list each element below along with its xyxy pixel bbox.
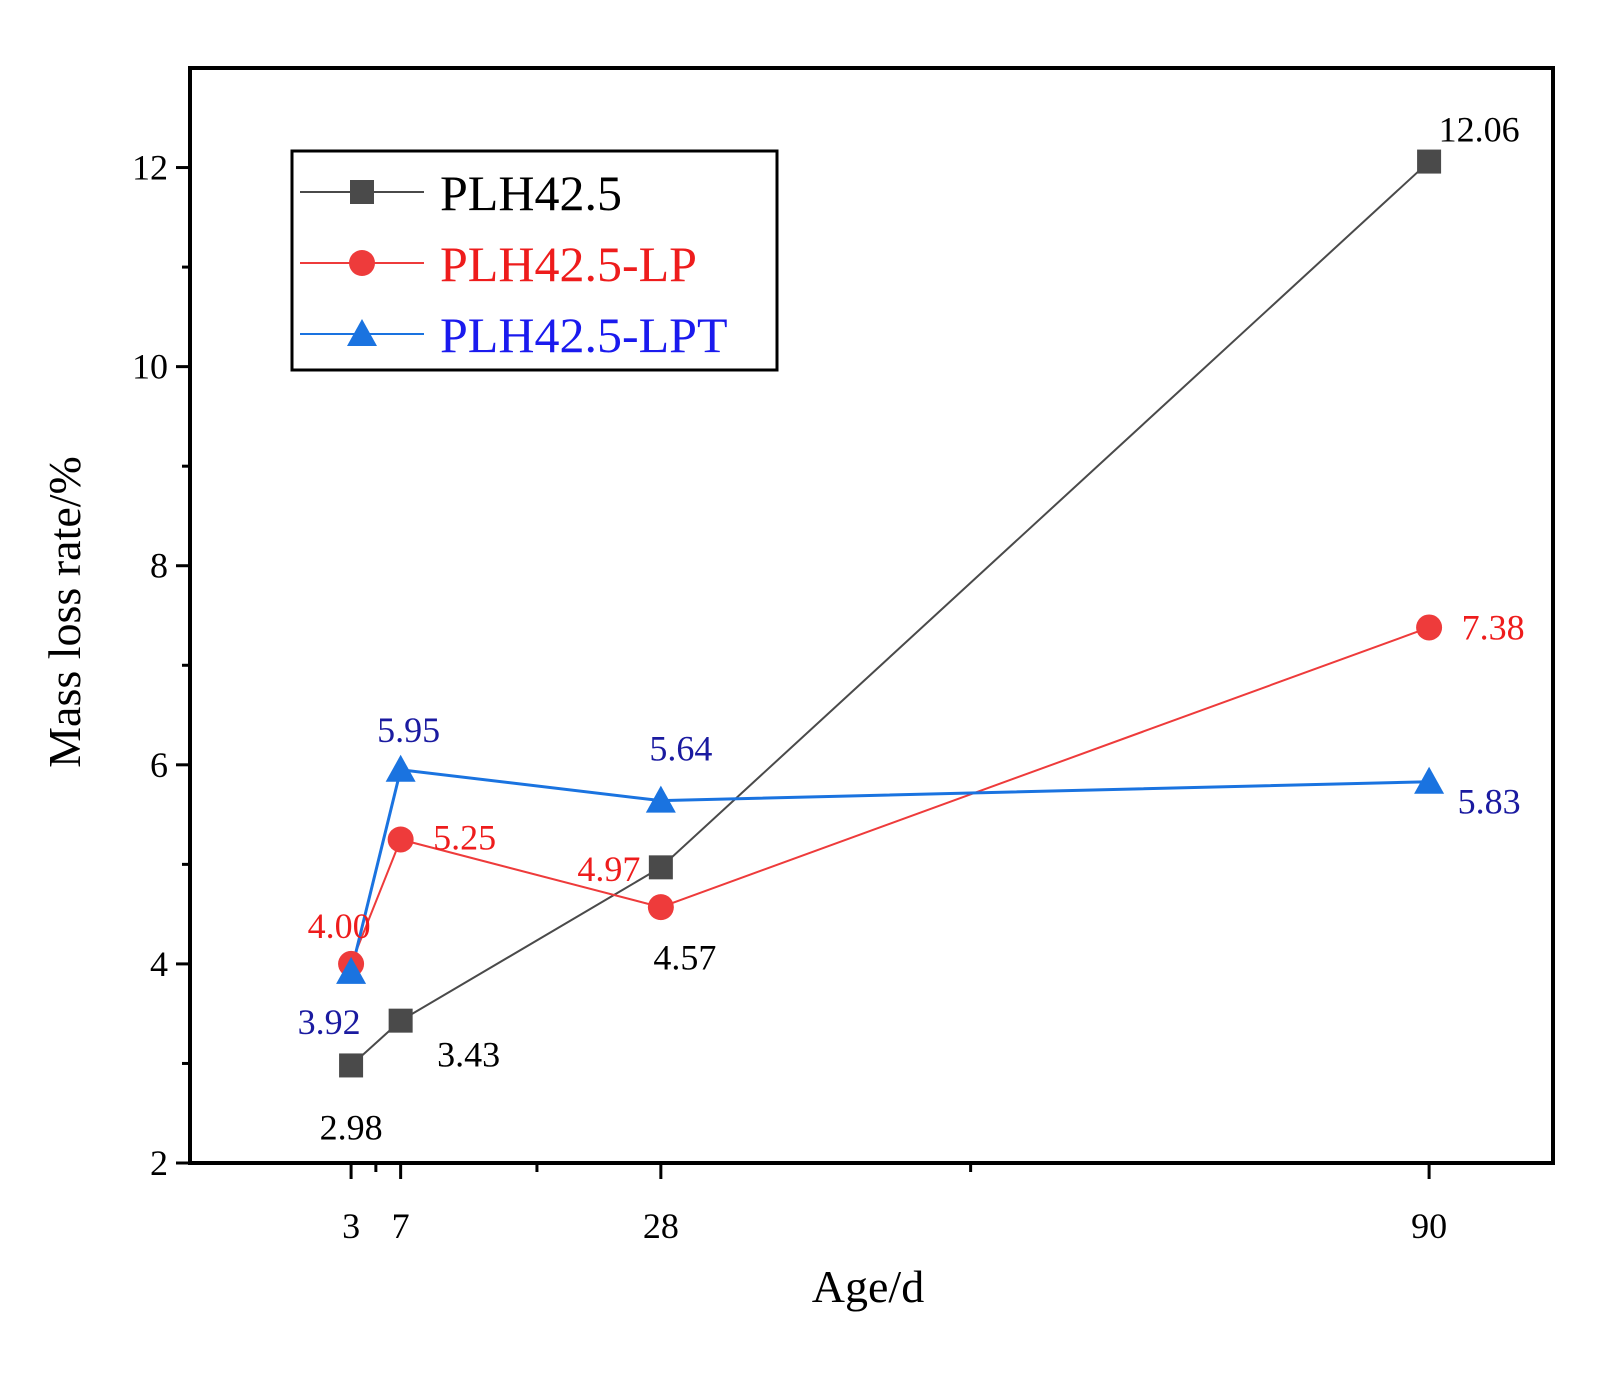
legend-marker-0 (350, 180, 374, 204)
data-label: 2.98 (320, 1107, 383, 1147)
data-point-2-0 (336, 956, 367, 984)
data-label: 5.95 (377, 710, 440, 750)
series-line-2 (349, 768, 1430, 973)
legend-label-2: PLH42.5-LPT (440, 307, 728, 363)
x-tick-label: 28 (643, 1206, 679, 1246)
data-point-2-1 (385, 754, 416, 782)
data-point-1-2 (647, 894, 674, 921)
data-label: 4.00 (308, 906, 371, 946)
data-label: 5.83 (1458, 782, 1521, 822)
series-line-0 (350, 160, 1430, 1067)
plot-frame (188, 66, 1555, 1165)
legend-marker-2 (347, 319, 377, 346)
legend-label-0: PLH42.5 (440, 165, 622, 221)
y-axis-title: Mass loss rate/% (39, 456, 90, 768)
y-tick-label: 10 (132, 347, 168, 387)
data-label: 7.38 (1462, 607, 1525, 647)
y-tick-label: 12 (132, 148, 168, 188)
x-tick-label: 90 (1411, 1206, 1447, 1246)
data-point-0-1 (388, 1008, 413, 1033)
data-label: 12.06 (1439, 110, 1520, 150)
series-line-1 (350, 626, 1430, 965)
x-axis-title: Age/d (812, 1261, 924, 1312)
data-point-0-3 (1417, 149, 1442, 174)
legend-label-1: PLH42.5-LP (440, 236, 697, 292)
x-tick-label: 7 (392, 1206, 410, 1246)
data-point-2-2 (645, 785, 676, 813)
data-point-2-3 (1414, 766, 1445, 794)
y-tick-label: 4 (150, 944, 168, 984)
legend-marker-1 (349, 250, 375, 276)
x-tick-label: 3 (342, 1206, 360, 1246)
data-label: 3.43 (437, 1035, 500, 1075)
data-point-1-3 (1416, 614, 1443, 641)
y-tick-label: 2 (150, 1143, 168, 1183)
data-point-1-1 (387, 826, 414, 853)
data-label: 5.64 (649, 729, 712, 769)
data-point-0-0 (339, 1053, 364, 1078)
y-tick-label: 6 (150, 745, 168, 785)
data-point-0-2 (648, 855, 673, 880)
data-label: 3.92 (298, 1002, 361, 1042)
data-label: 4.57 (653, 937, 716, 977)
data-label: 4.97 (577, 849, 640, 889)
data-label: 5.25 (433, 817, 496, 857)
y-tick-label: 8 (150, 546, 168, 586)
